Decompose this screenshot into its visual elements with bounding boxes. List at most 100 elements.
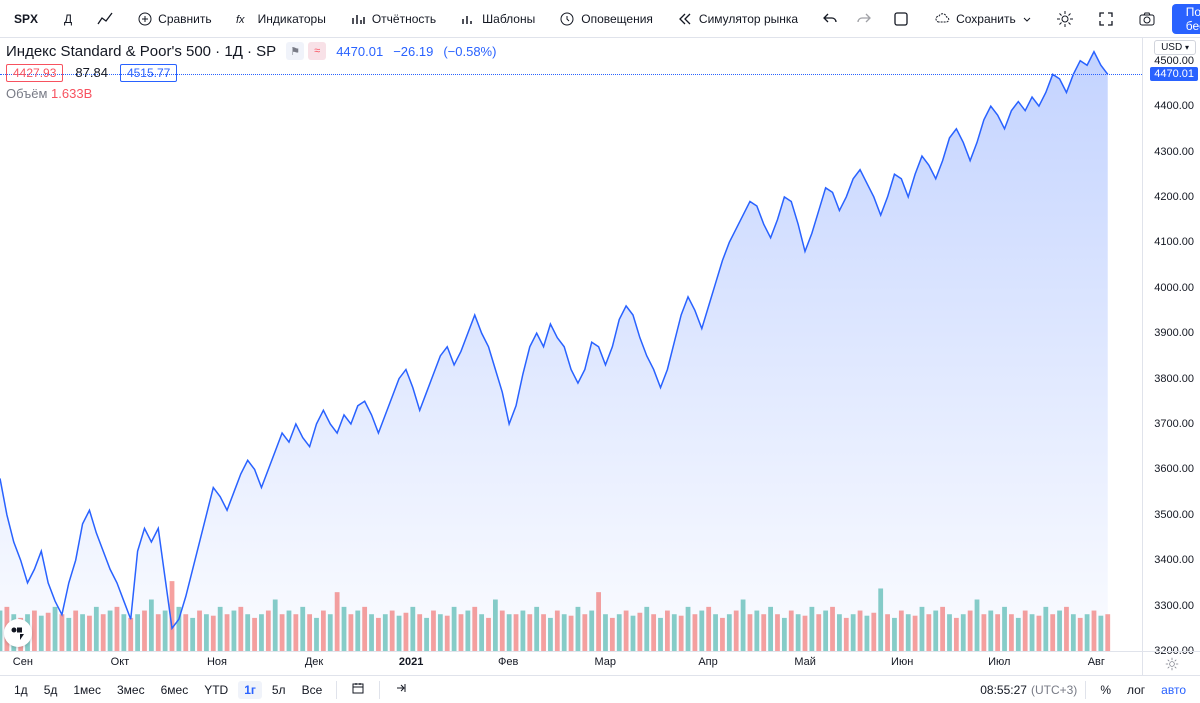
pct-toggle[interactable]: % bbox=[1094, 681, 1117, 699]
y-tick: 3700.00 bbox=[1154, 418, 1194, 430]
save-button[interactable]: Сохранить bbox=[926, 4, 1040, 34]
symbol-button[interactable]: SPX bbox=[4, 4, 48, 34]
replay-button[interactable]: Симулятор рынка bbox=[669, 4, 806, 34]
clock-icon bbox=[559, 11, 575, 27]
compare-label: Сравнить bbox=[158, 12, 211, 26]
camera-icon bbox=[1138, 10, 1156, 28]
range-6мес[interactable]: 6мес bbox=[155, 681, 195, 699]
replay-label: Симулятор рынка bbox=[699, 12, 798, 26]
price-chart bbox=[0, 38, 1142, 651]
bottom-bar: 1д5д1мес3мес6месYTD1г5лВсе 08:55:27 (UTC… bbox=[0, 675, 1200, 703]
y-tick: 3500.00 bbox=[1154, 509, 1194, 521]
calendar-button[interactable] bbox=[345, 679, 371, 700]
x-tick: Фев bbox=[498, 656, 518, 668]
goto-button[interactable] bbox=[388, 679, 414, 700]
range-YTD[interactable]: YTD bbox=[198, 681, 234, 699]
chart-style-button[interactable] bbox=[88, 4, 122, 34]
x-tick: Дек bbox=[305, 656, 323, 668]
layout-button[interactable] bbox=[884, 4, 918, 34]
y-current-label: 4470.01 bbox=[1150, 67, 1198, 81]
indicators-button[interactable]: fx Индикаторы bbox=[228, 4, 334, 34]
approx-icon: ≈ bbox=[308, 42, 326, 60]
y-tick: 3600.00 bbox=[1154, 463, 1194, 475]
range-1д[interactable]: 1д bbox=[8, 681, 34, 699]
settings-button[interactable] bbox=[1048, 4, 1082, 34]
clock-tz: (UTC+3) bbox=[1031, 683, 1077, 697]
gear-icon bbox=[1056, 10, 1074, 28]
y-tick: 4100.00 bbox=[1154, 236, 1194, 248]
y-tick: 4500.00 bbox=[1154, 55, 1194, 67]
fullscreen-button[interactable] bbox=[1090, 4, 1122, 34]
top-toolbar: SPX Д Сравнить fx Индикаторы Отчётность … bbox=[0, 0, 1200, 38]
range-Все[interactable]: Все bbox=[296, 681, 329, 699]
log-toggle[interactable]: лог bbox=[1121, 681, 1151, 699]
axis-settings-button[interactable] bbox=[1142, 651, 1200, 675]
legend-last: 4470.01 bbox=[336, 44, 383, 59]
alerts-button[interactable]: Оповещения bbox=[551, 4, 661, 34]
y-axis[interactable]: USD ▾ 3200.003300.003400.003500.003600.0… bbox=[1142, 38, 1200, 651]
chart-main[interactable] bbox=[0, 38, 1142, 651]
y-tick: 4200.00 bbox=[1154, 191, 1194, 203]
undo-button[interactable] bbox=[814, 4, 846, 34]
range-5л[interactable]: 5л bbox=[266, 681, 292, 699]
redo-button[interactable] bbox=[848, 4, 880, 34]
snapshot-button[interactable] bbox=[1130, 4, 1164, 34]
y-tick: 4300.00 bbox=[1154, 146, 1194, 158]
fullscreen-icon bbox=[1098, 11, 1114, 27]
alerts-label: Оповещения bbox=[581, 12, 653, 26]
goto-icon bbox=[394, 681, 408, 695]
x-tick: Июн bbox=[891, 656, 913, 668]
x-tick: 2021 bbox=[399, 656, 423, 668]
range-5д[interactable]: 5д bbox=[38, 681, 64, 699]
compare-button[interactable]: Сравнить bbox=[130, 4, 219, 34]
undo-icon bbox=[822, 11, 838, 27]
auto-toggle[interactable]: авто bbox=[1155, 681, 1192, 699]
bars-icon bbox=[350, 11, 366, 27]
y-tick: 3300.00 bbox=[1154, 600, 1194, 612]
clock-time: 08:55:27 bbox=[980, 683, 1027, 697]
price-low: 4427.93 bbox=[6, 64, 63, 82]
fx-icon: fx bbox=[236, 11, 252, 27]
rewind-icon bbox=[677, 11, 693, 27]
volume-value: 1.633B bbox=[51, 86, 92, 101]
x-tick: Мар bbox=[594, 656, 616, 668]
tv-logo[interactable] bbox=[4, 619, 32, 647]
price-high: 4515.77 bbox=[120, 64, 177, 82]
x-tick: Апр bbox=[698, 656, 717, 668]
y-tick: 4400.00 bbox=[1154, 100, 1194, 112]
financials-label: Отчётность bbox=[372, 12, 436, 26]
currency-selector[interactable]: USD ▾ bbox=[1154, 40, 1196, 55]
range-3мес[interactable]: 3мес bbox=[111, 681, 151, 699]
cta-button[interactable]: Попробовать бесплатно bbox=[1172, 4, 1200, 34]
x-tick: Май bbox=[794, 656, 816, 668]
price-spread: 87.84 bbox=[69, 64, 114, 82]
financials-button[interactable]: Отчётность bbox=[342, 4, 444, 34]
volume-label: Объём bbox=[6, 86, 47, 101]
x-tick: Окт bbox=[111, 656, 130, 668]
interval-button[interactable]: Д bbox=[56, 4, 80, 34]
y-tick: 3400.00 bbox=[1154, 554, 1194, 566]
range-1г[interactable]: 1г bbox=[238, 681, 262, 699]
templates-button[interactable]: Шаблоны bbox=[452, 4, 543, 34]
x-tick: Июл bbox=[988, 656, 1010, 668]
chart-area: USD ▾ 3200.003300.003400.003500.003600.0… bbox=[0, 38, 1200, 675]
x-tick: Сен bbox=[13, 656, 33, 668]
plus-icon bbox=[138, 12, 152, 26]
calendar-icon bbox=[351, 681, 365, 695]
cloud-icon bbox=[934, 11, 950, 27]
templates-icon bbox=[460, 11, 476, 27]
legend-title: Индекс Standard & Poor's 500 · 1Д · SP bbox=[6, 43, 276, 60]
x-axis[interactable]: СенОктНояДек2021ФевМарАпрМайИюнИюлАвг bbox=[0, 651, 1142, 675]
y-tick: 4000.00 bbox=[1154, 282, 1194, 294]
templates-label: Шаблоны bbox=[482, 12, 535, 26]
chevron-down-icon bbox=[1022, 14, 1032, 24]
indicators-label: Индикаторы bbox=[258, 12, 326, 26]
y-tick: 3900.00 bbox=[1154, 327, 1194, 339]
flag-icon[interactable]: ⚑ bbox=[286, 42, 304, 60]
chart-legend: Индекс Standard & Poor's 500 · 1Д · SP ⚑… bbox=[6, 42, 496, 101]
range-1мес[interactable]: 1мес bbox=[67, 681, 107, 699]
svg-text:fx: fx bbox=[236, 14, 245, 26]
legend-pct: (−0.58%) bbox=[443, 44, 496, 59]
gear-icon bbox=[1165, 657, 1179, 671]
range-selector: 1д5д1мес3мес6месYTD1г5лВсе bbox=[8, 681, 328, 699]
